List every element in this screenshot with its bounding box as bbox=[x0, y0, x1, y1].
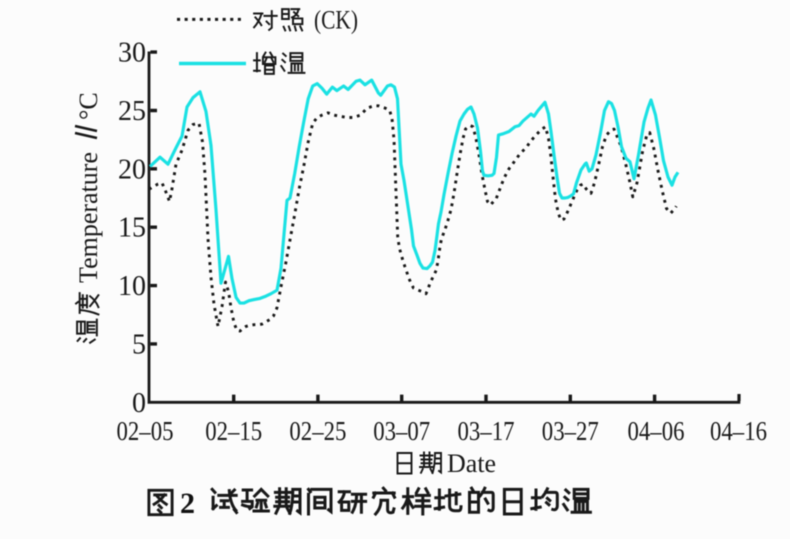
svg-text:03–27: 03–27 bbox=[542, 416, 599, 446]
svg-text:10: 10 bbox=[118, 271, 146, 302]
svg-text:(CK): (CK) bbox=[314, 5, 358, 35]
svg-text:Date: Date bbox=[447, 449, 496, 478]
svg-text:5: 5 bbox=[132, 329, 146, 360]
svg-text:04–16: 04–16 bbox=[710, 416, 767, 446]
svg-text:Temperature: Temperature bbox=[74, 152, 103, 283]
svg-text:03–17: 03–17 bbox=[458, 416, 515, 446]
svg-text:25: 25 bbox=[118, 96, 146, 127]
svg-text:°C: °C bbox=[74, 92, 103, 120]
svg-text:04–06: 04–06 bbox=[628, 416, 685, 446]
svg-text:0: 0 bbox=[132, 388, 146, 419]
svg-text:02–05: 02–05 bbox=[117, 416, 174, 446]
svg-text:03–07: 03–07 bbox=[373, 416, 430, 446]
svg-text:02–15: 02–15 bbox=[205, 416, 262, 446]
svg-text:2: 2 bbox=[180, 487, 195, 520]
svg-text:20: 20 bbox=[118, 154, 146, 185]
svg-text:02–25: 02–25 bbox=[289, 416, 346, 446]
svg-text:30: 30 bbox=[118, 38, 146, 69]
svg-text:15: 15 bbox=[118, 213, 146, 244]
